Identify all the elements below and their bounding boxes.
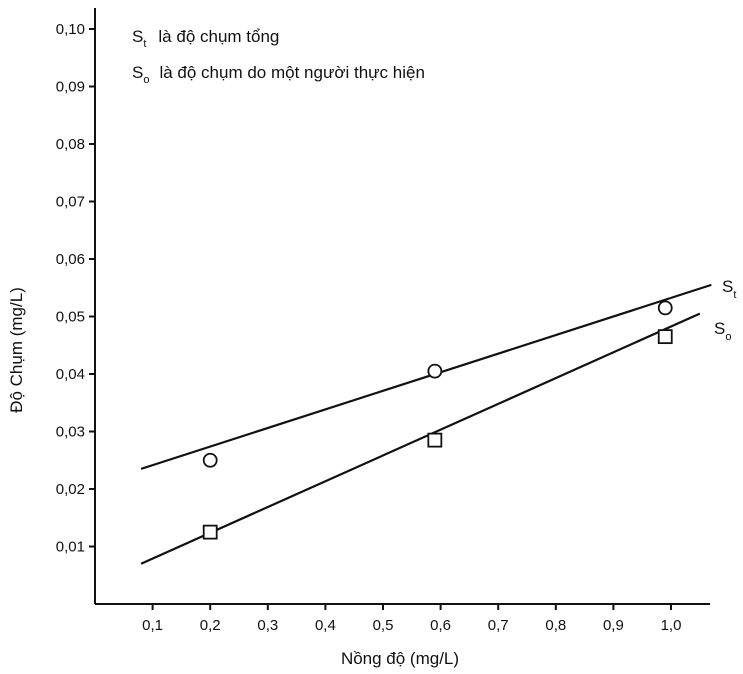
x-tick-label: 0,6 [430, 617, 451, 634]
legend-item-st: St là độ chụm tổng [132, 27, 279, 50]
series-subscript: o [725, 331, 731, 343]
series-subscript: t [733, 289, 736, 301]
x-axis-title: Nồng độ (mg/L) [341, 649, 459, 668]
x-tick-label: 1,0 [661, 617, 682, 634]
series-label-st: St [722, 277, 736, 301]
y-tick-label: 0,03 [56, 424, 85, 441]
square-marker-point [657, 329, 673, 345]
fit-line-st [140, 283, 712, 470]
circle-marker-point [427, 363, 443, 379]
series-symbol: S [714, 319, 725, 338]
x-tick-label: 0,5 [373, 617, 394, 634]
legend-text: là độ chụm tổng [158, 27, 279, 46]
y-tick-label: 0,04 [56, 366, 85, 383]
x-tick-label: 0,3 [257, 617, 278, 634]
y-axis-title: Độ Chụm (mg/L) [7, 287, 26, 413]
y-tick-label: 0,01 [56, 539, 85, 556]
ticks: 0,010,020,030,040,050,060,070,080,090,10… [56, 21, 682, 634]
data-markers [202, 300, 673, 540]
x-tick-label: 0,7 [488, 617, 509, 634]
legend-subscript: o [143, 74, 149, 86]
y-tick-label: 0,02 [56, 481, 85, 498]
series-symbol: S [722, 277, 733, 296]
square-marker-point [427, 432, 443, 448]
y-tick-label: 0,07 [56, 194, 85, 211]
series-label-so: So [714, 319, 731, 343]
fit-line-so [140, 312, 701, 565]
y-tick-label: 0,06 [56, 251, 85, 268]
legend-subscript: t [143, 38, 146, 50]
legend-text: là độ chụm do một người thực hiện [159, 63, 424, 82]
y-tick-label: 0,10 [56, 21, 85, 38]
legend: St là độ chụm tổng So là độ chụm do một ng… [132, 27, 425, 86]
x-tick-label: 0,8 [545, 617, 566, 634]
y-tick-label: 0,05 [56, 309, 85, 326]
x-tick-label: 0,1 [142, 617, 163, 634]
square-marker-point [202, 524, 218, 540]
legend-item-so: So là độ chụm do một người thực hiện [132, 63, 425, 86]
x-tick-label: 0,4 [315, 617, 336, 634]
legend-symbol: S [132, 27, 143, 46]
fit-lines [140, 283, 712, 565]
circle-marker-point [202, 452, 218, 468]
circle-marker-point [657, 300, 673, 316]
legend-symbol: S [132, 63, 143, 82]
y-tick-label: 0,09 [56, 79, 85, 96]
x-tick-label: 0,9 [603, 617, 624, 634]
y-tick-label: 0,08 [56, 136, 85, 153]
axes [94, 8, 710, 605]
x-tick-label: 0,2 [200, 617, 221, 634]
